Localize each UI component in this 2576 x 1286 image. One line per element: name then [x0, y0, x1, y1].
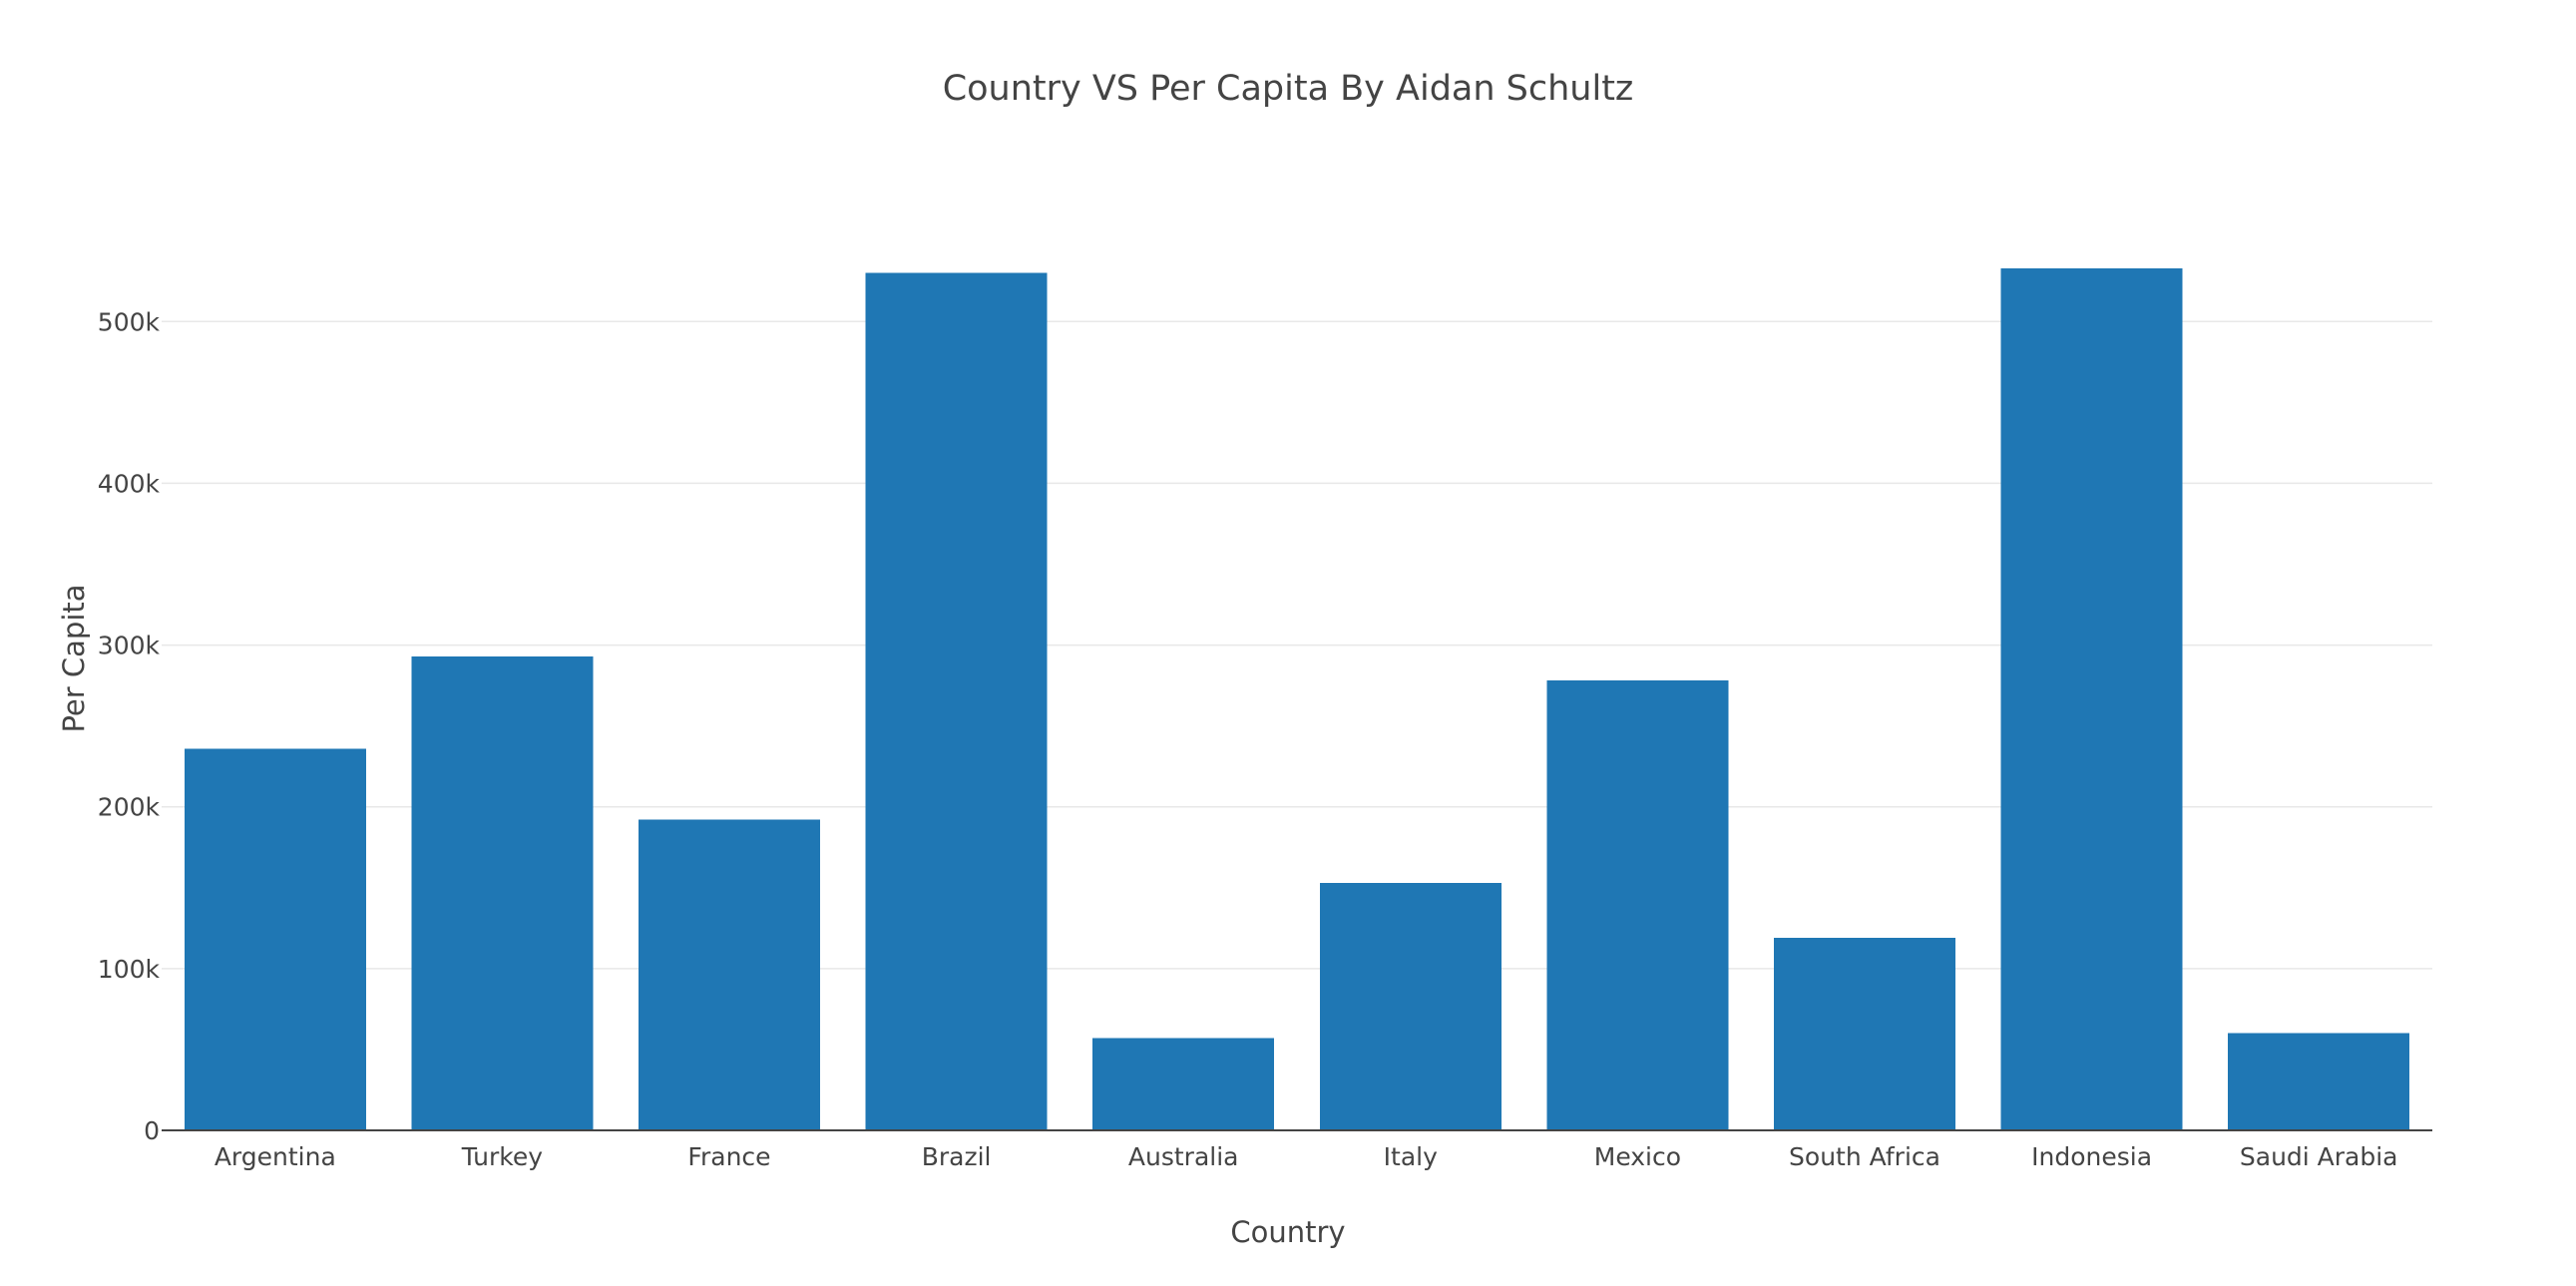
bar-brazil[interactable]: [865, 272, 1048, 1131]
y-tick-label: 200k: [98, 793, 161, 822]
x-tick-label: Saudi Arabia: [2240, 1142, 2398, 1171]
y-axis-ticks: 0 100k 200k 300k 400k 500k: [98, 307, 161, 1145]
bar-italy[interactable]: [1319, 882, 1502, 1130]
x-tick-label: Indonesia: [2031, 1142, 2152, 1171]
y-tick-label: 400k: [98, 469, 161, 498]
x-tick-label: Turkey: [461, 1142, 544, 1171]
x-tick-label: Italy: [1384, 1142, 1438, 1171]
y-tick-label: 500k: [98, 307, 161, 336]
x-tick-label: Argentina: [215, 1142, 336, 1171]
x-tick-label: France: [687, 1142, 770, 1171]
x-axis-ticks: Argentina Turkey France Brazil Australia Ital…: [215, 1142, 2398, 1171]
bar-france[interactable]: [638, 819, 821, 1130]
bar-saudi-arabia[interactable]: [2228, 1033, 2410, 1130]
bar-indonesia[interactable]: [2000, 267, 2183, 1130]
x-tick-label: Mexico: [1594, 1142, 1681, 1171]
y-tick-label: 0: [144, 1116, 160, 1145]
x-tick-label: South Africa: [1789, 1142, 1940, 1171]
bar-turkey[interactable]: [411, 655, 594, 1130]
y-axis-title: Per Capita: [57, 584, 91, 732]
y-tick-label: 100k: [98, 955, 161, 984]
y-tick-label: 300k: [98, 632, 161, 660]
x-tick-label: Brazil: [922, 1142, 992, 1171]
bars: [184, 267, 2410, 1131]
x-tick-label: Australia: [1128, 1142, 1239, 1171]
bar-south-africa[interactable]: [1773, 938, 1956, 1130]
bar-argentina[interactable]: [184, 748, 366, 1130]
x-axis-title: Country: [1230, 1215, 1345, 1249]
chart-title: Country VS Per Capita By Aidan Schultz: [943, 69, 1634, 109]
bar-australia[interactable]: [1092, 1038, 1275, 1130]
bar-mexico[interactable]: [1546, 680, 1729, 1130]
